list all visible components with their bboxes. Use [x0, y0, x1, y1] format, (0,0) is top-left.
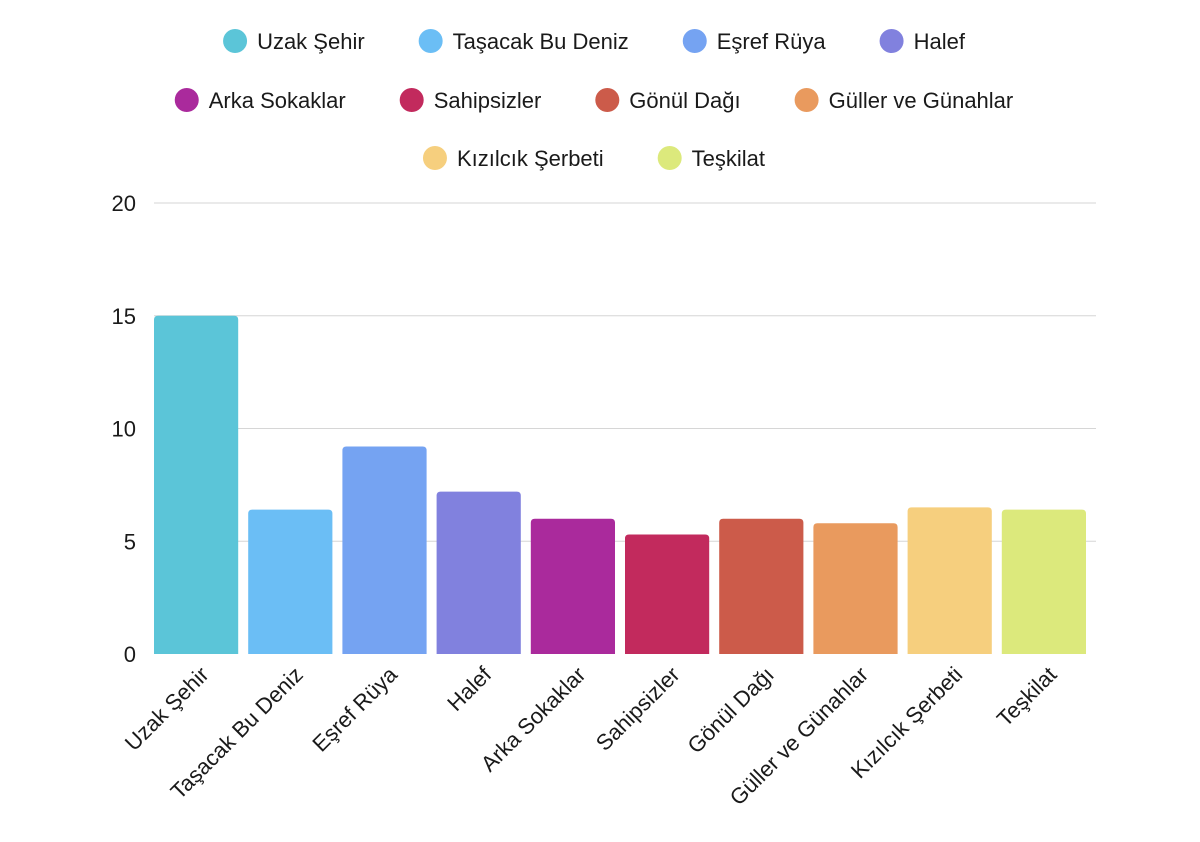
- legend-marker-kizilcik-serbeti: [422, 146, 447, 170]
- bar-arka-sokaklar: [530, 518, 615, 654]
- x-label-teskilat: Teşkilat: [992, 662, 1062, 732]
- legend-label-esref-ruya: Eşref Rüya: [717, 29, 827, 54]
- legend-label-uzak-sehir: Uzak Şehir: [257, 29, 365, 54]
- legend-item-esref-ruya: Eşref Rüya: [682, 29, 827, 54]
- legend-marker-tasacak-bu-deniz: [418, 29, 443, 53]
- legend-item-guller-ve-gunahlar: Güller ve Günahlar: [794, 88, 1014, 113]
- legend-item-gonul-dagi: Gönül Dağı: [595, 88, 741, 113]
- bar-tasacak-bu-deniz: [248, 509, 333, 654]
- y-tick-label-0: 0: [124, 642, 136, 667]
- x-label-sahipsizler: Sahipsizler: [591, 662, 685, 756]
- bar-gonul-dagi: [719, 518, 804, 654]
- bars: [154, 315, 1086, 654]
- legend-item-teskilat: Teşkilat: [657, 146, 765, 171]
- y-tick-label-5: 5: [124, 529, 136, 554]
- bar-sahipsizler: [625, 534, 710, 654]
- legend-label-tasacak-bu-deniz: Taşacak Bu Deniz: [453, 29, 629, 54]
- x-label-halef: Halef: [442, 661, 497, 716]
- legend-label-teskilat: Teşkilat: [692, 146, 765, 171]
- x-label-uzak-sehir: Uzak Şehir: [120, 662, 214, 756]
- legend-marker-esref-ruya: [682, 29, 707, 53]
- y-tick-label-20: 20: [112, 191, 136, 216]
- bar-guller-ve-gunahlar: [813, 523, 898, 654]
- legend-item-arka-sokaklar: Arka Sokaklar: [174, 88, 346, 113]
- legend-marker-halef: [879, 29, 904, 53]
- x-label-gonul-dagi: Gönül Dağı: [682, 662, 778, 758]
- legend-label-arka-sokaklar: Arka Sokaklar: [209, 88, 346, 113]
- legend-marker-uzak-sehir: [223, 29, 248, 53]
- legend-label-gonul-dagi: Gönül Dağı: [629, 88, 740, 113]
- legend-marker-sahipsizler: [399, 88, 424, 112]
- y-axis-ticks: 0 5 10 15 20: [112, 191, 136, 667]
- legend-marker-arka-sokaklar: [174, 88, 199, 112]
- legend-marker-teskilat: [657, 146, 682, 170]
- bar-esref-ruya: [342, 446, 427, 654]
- y-tick-label-10: 10: [112, 417, 136, 442]
- bar-teskilat: [1001, 509, 1086, 654]
- legend-marker-gonul-dagi: [595, 88, 620, 112]
- legend-item-tasacak-bu-deniz: Taşacak Bu Deniz: [418, 29, 629, 54]
- legend-marker-guller-ve-gunahlar: [794, 88, 819, 112]
- bar-kizilcik-serbeti: [907, 507, 992, 654]
- legend-item-sahipsizler: Sahipsizler: [399, 88, 542, 113]
- legend-label-guller-ve-gunahlar: Güller ve Günahlar: [829, 88, 1014, 113]
- legend-label-sahipsizler: Sahipsizler: [434, 88, 542, 113]
- y-gridlines: [154, 202, 1096, 542]
- legend-item-halef: Halef: [879, 29, 966, 54]
- legend: Uzak Şehir Taşacak Bu Deniz Eşref Rüya Hale…: [174, 29, 1014, 171]
- x-label-esref-ruya: Eşref Rüya: [307, 661, 402, 756]
- legend-label-kizilcik-serbeti: Kızılcık Şerbeti: [457, 146, 604, 171]
- bar-halef: [436, 491, 521, 654]
- legend-item-kizilcik-serbeti: Kızılcık Şerbeti: [422, 146, 604, 171]
- legend-label-halef: Halef: [914, 29, 966, 54]
- legend-item-uzak-sehir: Uzak Şehir: [223, 29, 365, 54]
- bar-uzak-sehir: [154, 315, 239, 654]
- y-tick-label-15: 15: [112, 304, 136, 329]
